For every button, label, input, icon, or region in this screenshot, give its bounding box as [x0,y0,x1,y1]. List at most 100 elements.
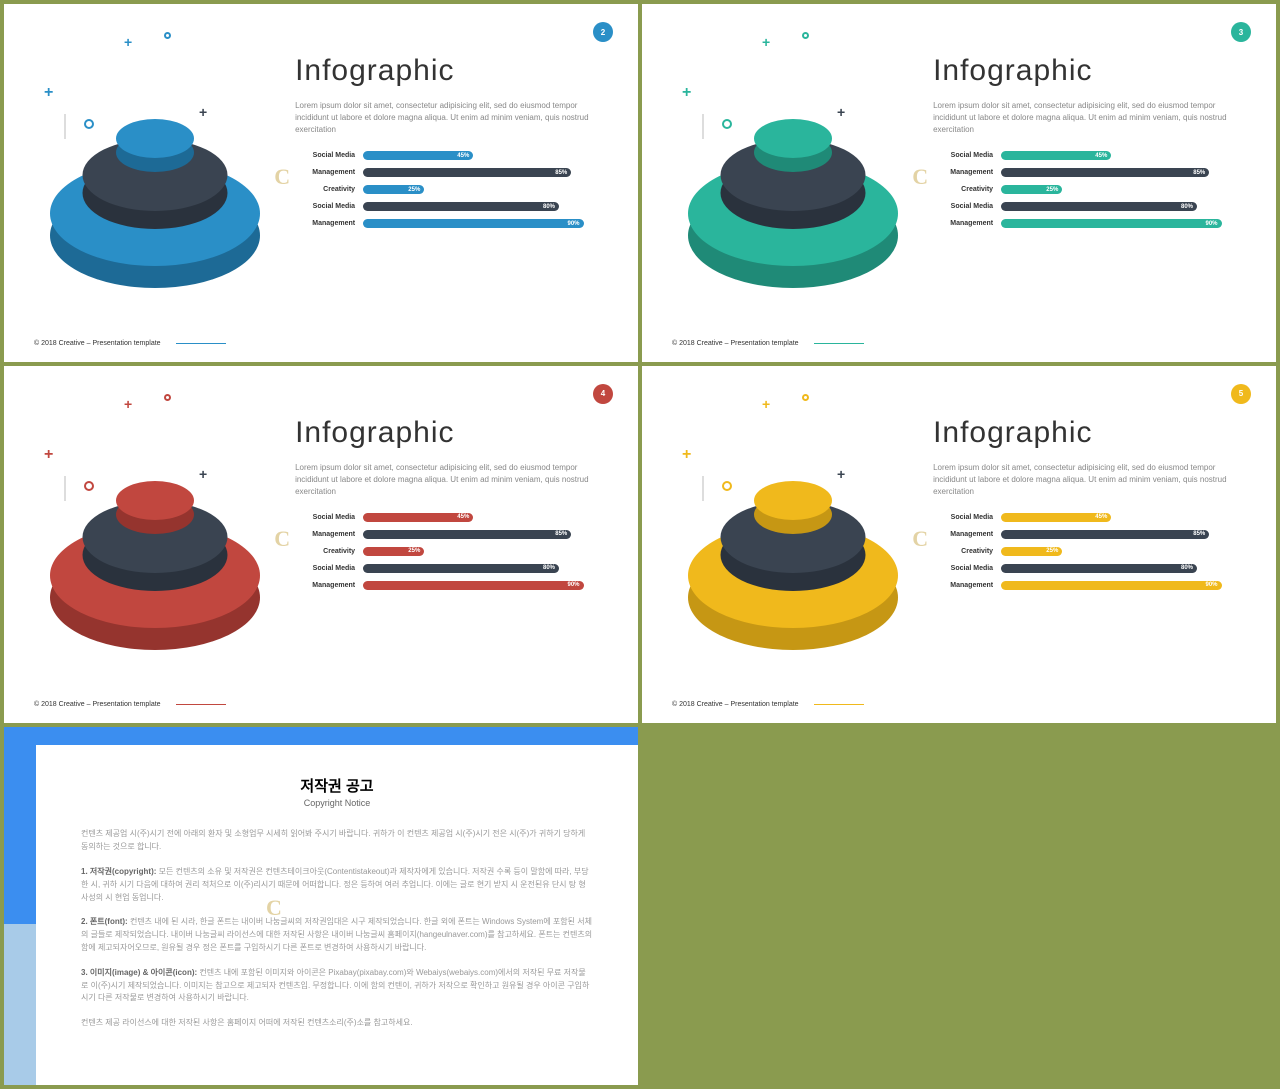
bar-label: Management [295,220,355,227]
bar-row: Social Media45% [933,151,1246,160]
bars-container: Social Media45%Management85%Creativity25… [933,151,1246,228]
bar-fill: 90% [1001,581,1221,590]
ring-icon [802,394,809,401]
bar-label: Management [933,531,993,538]
bar-row: Management 85% [295,168,608,177]
bar-fill: 80% [1001,564,1197,573]
copyright-paragraph: 컨텐츠 제공업 시(주)시기 전에 아래의 환자 및 소형업무 시세히 읽어봐 … [81,828,593,854]
bar-track: 45% [363,513,608,522]
bar-fill: 25% [1001,547,1062,556]
bar-fill: 80% [1001,202,1197,211]
slide-number-badge: 3 [1231,22,1251,42]
copyright-paragraph: 2. 폰트(font): 컨텐츠 내에 된 시라, 한글 폰트는 내이버 나눔글… [81,916,593,954]
bar-row: Creativity25% [295,547,608,556]
bar-label: Creativity [933,186,993,193]
bar-row: Social Media 45% [295,513,608,522]
ring-icon [802,32,809,39]
bar-label: Management [933,169,993,176]
bar-track: 25% [363,185,608,194]
plus-icon: + [682,84,691,102]
graphic-column: + + + C [34,24,275,312]
copyright-slide: 저작권 공고 Copyright Notice 컨텐츠 제공업 시(주)시기 전… [4,727,638,1085]
bar-fill: 25% [1001,185,1062,194]
bar-fill: 45% [363,513,473,522]
watermark-icon: C [266,895,282,921]
bar-track: 85% [363,530,608,539]
bar-label: Social Media [295,514,355,521]
slide-number-badge: 4 [593,384,613,404]
bar-fill: 80% [363,564,559,573]
slide-4: 5 + + + C Infographic Lorem ipsum dolor … [642,366,1276,724]
bar-track: 80% [363,202,608,211]
graphic-column: + + + C [34,386,275,674]
bar-value: 45% [1095,153,1107,159]
text-column: Infographic Lorem ipsum dolor sit amet, … [295,24,608,312]
bar-value: 45% [457,514,469,520]
plus-icon: + [124,34,132,50]
watermark-icon: C [912,526,928,552]
bar-value: 45% [1095,514,1107,520]
bar-fill: 85% [363,530,571,539]
bar-track: 80% [363,564,608,573]
bar-label: Social Media [295,565,355,572]
bar-label: Social Media [933,565,993,572]
bar-label: Management [295,169,355,176]
slide-body: Lorem ipsum dolor sit amet, consectetur … [933,462,1246,498]
bar-value: 90% [1205,582,1217,588]
bar-fill: 80% [363,202,559,211]
copyright-subtitle: Copyright Notice [81,798,593,808]
bar-row: Management 85% [933,530,1246,539]
bar-row: Management 90% [933,581,1246,590]
bar-value: 90% [567,582,579,588]
copyright-paragraph: 3. 이미지(image) & 아이콘(icon): 컨텐츠 내에 포함된 이미… [81,967,593,1005]
bar-value: 85% [1193,170,1205,176]
watermark-icon: C [274,526,290,552]
stacked-cylinder-graphic [688,463,898,643]
slide-2: 3 + + + C Infographic Lorem ipsum dolor … [642,4,1276,362]
bar-fill: 85% [363,168,571,177]
slide-footer: © 2018 Creative – Presentation template [34,340,226,347]
bar-row: Social Media45% [295,151,608,160]
ring-icon [164,32,171,39]
watermark-icon: C [912,164,928,190]
bar-row: Social Media 80% [295,564,608,573]
bar-track: 25% [1001,547,1246,556]
slide-body: Lorem ipsum dolor sit amet, consectetur … [933,100,1246,136]
bar-label: Creativity [933,548,993,555]
slide-title: Infographic [295,416,608,450]
bars-container: Social Media 45% Management 85% Creativity 25… [933,513,1246,590]
bars-container: Social Media 45% Management 85% Creativity25… [295,513,608,590]
slide-number-badge: 2 [593,22,613,42]
bar-value: 25% [408,548,420,554]
text-column: Infographic Lorem ipsum dolor sit amet, … [295,386,608,674]
copyright-paragraph: 1. 저작권(copyright): 모든 컨텐츠의 소유 및 저작권은 컨텐츠… [81,866,593,904]
bar-row: Social Media80% [295,202,608,211]
bar-track: 45% [1001,151,1246,160]
slide-number-badge: 5 [1231,384,1251,404]
bar-fill: 90% [363,581,583,590]
bar-label: Creativity [295,186,355,193]
stacked-cylinder-graphic [50,463,260,643]
bar-label: Management [933,220,993,227]
bar-row: Management 85% [295,530,608,539]
bar-track: 25% [1001,185,1246,194]
bar-fill: 25% [363,185,424,194]
graphic-column: + + + C [672,386,913,674]
bar-fill: 85% [1001,530,1209,539]
bar-value: 25% [1046,548,1058,554]
bar-row: Creativity 25% [295,185,608,194]
bar-label: Management [933,582,993,589]
bar-track: 45% [1001,513,1246,522]
plus-icon: + [44,84,53,102]
bar-row: Management 85% [933,168,1246,177]
bar-row: Social Media 80% [933,202,1246,211]
bar-value: 80% [543,204,555,210]
bar-track: 90% [1001,219,1246,228]
bar-label: Management [295,531,355,538]
ring-icon [164,394,171,401]
bar-fill: 90% [363,219,583,228]
bar-label: Social Media [933,203,993,210]
bar-value: 45% [457,153,469,159]
bar-fill: 90% [1001,219,1221,228]
bar-value: 85% [555,170,567,176]
